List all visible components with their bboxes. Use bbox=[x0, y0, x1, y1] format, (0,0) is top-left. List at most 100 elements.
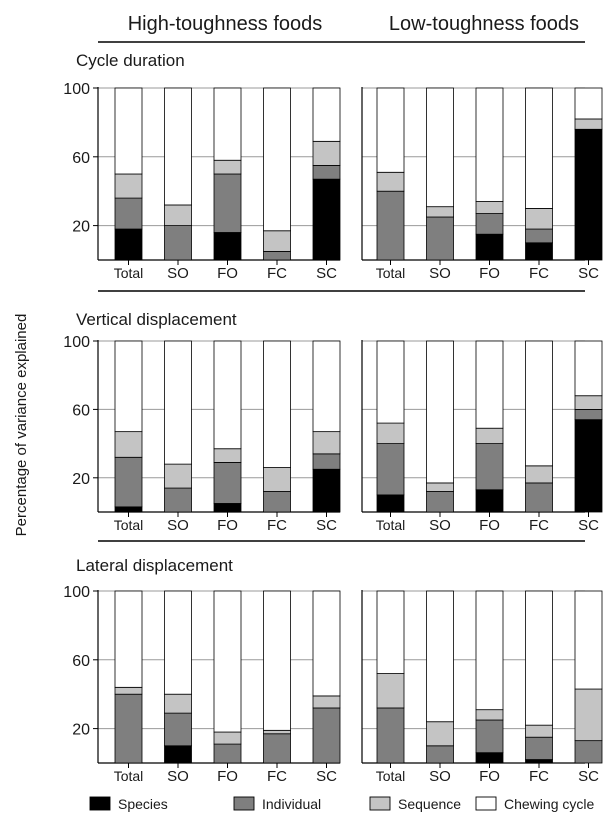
bar-segment-sequence bbox=[114, 431, 143, 458]
bar-segment-chewing-cycle bbox=[574, 340, 603, 397]
x-tick-label: FC bbox=[267, 265, 287, 282]
bar-segment-individual bbox=[213, 173, 242, 233]
bar-segment-chewing-cycle bbox=[164, 590, 192, 695]
panel-title: Vertical displacement bbox=[76, 310, 237, 329]
bar-segment-individual bbox=[263, 733, 291, 764]
bar-segment-chewing-cycle bbox=[263, 590, 291, 731]
bar-segment-species bbox=[574, 128, 603, 261]
bar-segment-individual bbox=[475, 213, 504, 235]
x-tick-label: FC bbox=[529, 517, 549, 534]
legend-label: Chewing cycle bbox=[504, 796, 594, 812]
bar-segment-species bbox=[574, 419, 603, 513]
bar-segment-sequence bbox=[213, 159, 242, 175]
bar-segment-individual bbox=[475, 719, 504, 754]
x-tick-label: SO bbox=[167, 265, 189, 282]
bar-segment-sequence bbox=[312, 695, 341, 709]
bar-segment-individual bbox=[263, 491, 291, 513]
bar-segment-chewing-cycle bbox=[312, 87, 341, 142]
x-tick-label: SC bbox=[316, 517, 337, 534]
bar-segment-species bbox=[376, 494, 405, 513]
bar-segment-chewing-cycle bbox=[164, 87, 192, 206]
x-tick-label: SO bbox=[167, 768, 189, 785]
y-tick-label: 20 bbox=[72, 722, 90, 739]
bar-segment-individual bbox=[312, 453, 341, 470]
bar-segment-sequence bbox=[213, 731, 242, 745]
x-tick-label: Total bbox=[114, 517, 144, 533]
bar-segment-individual bbox=[312, 164, 341, 180]
bar-segment-sequence bbox=[574, 688, 603, 742]
x-tick-label: FC bbox=[267, 768, 287, 785]
bar-segment-sequence bbox=[164, 204, 192, 227]
bar-group-1: Total SO FO FC SC bbox=[361, 340, 603, 534]
bar-segment-species bbox=[312, 178, 341, 261]
bar-segment-chewing-cycle bbox=[475, 590, 504, 711]
bar-segment-sequence bbox=[114, 173, 143, 199]
bar-segment-sequence bbox=[263, 729, 291, 735]
bar-segment-sequence bbox=[525, 207, 553, 230]
bar-segment-chewing-cycle bbox=[525, 590, 553, 726]
bar-segment-individual bbox=[574, 408, 603, 421]
x-tick-label: Total bbox=[376, 265, 406, 281]
bar-segment-chewing-cycle bbox=[376, 590, 405, 674]
bar-segment-chewing-cycle bbox=[114, 340, 143, 433]
bar-segment-sequence bbox=[475, 709, 504, 721]
x-tick-label: SO bbox=[429, 768, 451, 785]
bar-group-1: Total SO FO FC SC bbox=[361, 590, 603, 785]
bar-segment-chewing-cycle bbox=[312, 590, 341, 697]
bar-segment-sequence bbox=[312, 431, 341, 455]
y-axis-label: Percentage of variance explained bbox=[13, 314, 30, 537]
x-tick-label: Total bbox=[376, 768, 406, 784]
bar-segment-species bbox=[475, 233, 504, 261]
bar-segment-species bbox=[475, 752, 504, 764]
legend: Species Individual Sequence Chewing cycle bbox=[89, 796, 594, 812]
bar-group-0: 20 60 100 Total SO FO FC SC bbox=[63, 584, 341, 785]
bar-segment-sequence bbox=[164, 463, 192, 489]
bar-segment-individual bbox=[426, 745, 454, 764]
bar-segment-sequence bbox=[376, 422, 405, 444]
bar-group-0: 20 60 100 Total SO FO FC SC bbox=[63, 334, 341, 534]
bar-segment-sequence bbox=[426, 482, 454, 492]
bar-segment-individual bbox=[475, 443, 504, 491]
y-tick-label: 100 bbox=[63, 584, 90, 601]
bar-segment-individual bbox=[574, 740, 603, 764]
bar-segment-chewing-cycle bbox=[263, 340, 291, 468]
bar-segment-chewing-cycle bbox=[312, 340, 341, 433]
bar-segment-sequence bbox=[426, 206, 454, 218]
x-tick-label: SO bbox=[429, 517, 451, 534]
x-tick-label: SC bbox=[578, 768, 599, 785]
bar-segment-individual bbox=[114, 197, 143, 230]
bar-segment-sequence bbox=[164, 693, 192, 714]
legend-swatch bbox=[233, 796, 255, 811]
x-tick-label: FO bbox=[479, 517, 500, 534]
legend-swatch bbox=[475, 796, 497, 811]
bar-segment-species bbox=[525, 759, 553, 764]
x-tick-label: FO bbox=[479, 768, 500, 785]
bar-segment-chewing-cycle bbox=[213, 590, 242, 733]
y-tick-label: 20 bbox=[72, 219, 90, 236]
x-tick-label: FO bbox=[217, 265, 238, 282]
panel-title: Lateral displacement bbox=[76, 556, 233, 575]
bar-segment-chewing-cycle bbox=[114, 590, 143, 688]
bar-segment-individual bbox=[164, 487, 192, 513]
column-header-low: Low-toughness foods bbox=[389, 13, 579, 35]
bar-segment-individual bbox=[376, 190, 405, 261]
bar-segment-species bbox=[475, 489, 504, 513]
bar-segment-species bbox=[213, 503, 242, 513]
bar-segment-chewing-cycle bbox=[213, 340, 242, 450]
bar-segment-chewing-cycle bbox=[525, 87, 553, 209]
bar-segment-chewing-cycle bbox=[263, 87, 291, 232]
bar-segment-species bbox=[164, 745, 192, 764]
x-tick-label: FO bbox=[217, 517, 238, 534]
bar-segment-individual bbox=[263, 250, 291, 261]
bar-segment-sequence bbox=[263, 467, 291, 492]
bar-segment-chewing-cycle bbox=[525, 340, 553, 467]
bar-segment-individual bbox=[164, 225, 192, 261]
panel-2: Lateral displacement 20 60 100 Total SO FO FC SC… bbox=[63, 540, 603, 785]
x-tick-label: Total bbox=[114, 265, 144, 281]
x-tick-label: SC bbox=[316, 768, 337, 785]
bar-segment-chewing-cycle bbox=[376, 340, 405, 424]
panels: Cycle duration 20 60 100 Total SO FO FC SC Total S… bbox=[63, 51, 603, 785]
panel-1: Vertical displacement 20 60 100 Total SO FO FC S… bbox=[63, 290, 603, 534]
bar-segment-species bbox=[114, 506, 143, 513]
